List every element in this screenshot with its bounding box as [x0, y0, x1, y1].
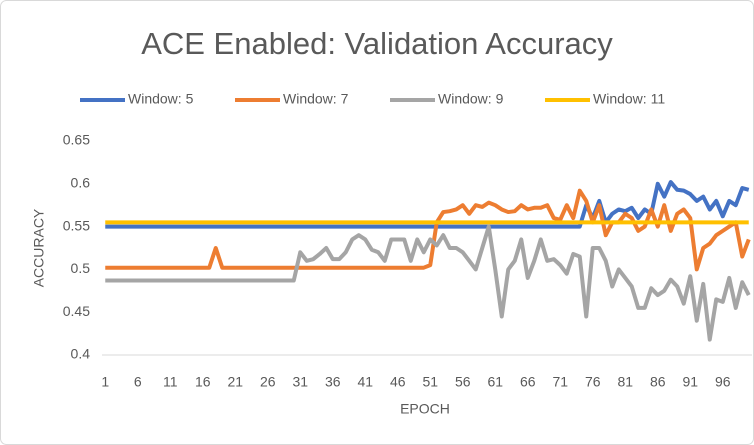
- series-line: [105, 188, 751, 272]
- x-tick-label: 31: [292, 374, 308, 390]
- x-tick-label: 66: [520, 374, 536, 390]
- legend-label: Window: 7: [283, 91, 349, 107]
- series-line: [105, 224, 751, 342]
- y-tick-label: 0.5: [71, 260, 91, 276]
- x-tick-label: 86: [650, 374, 666, 390]
- x-tick-label: 36: [325, 374, 341, 390]
- legend-label: Window: 9: [438, 91, 504, 107]
- series-line: [105, 180, 750, 229]
- y-tick-label: 0.45: [63, 303, 90, 319]
- x-tick-label: 1: [101, 374, 109, 390]
- y-tick-label: 0.6: [71, 175, 91, 191]
- x-tick-label: 61: [487, 374, 503, 390]
- x-tick-label: 81: [617, 374, 633, 390]
- y-tick-label: 0.55: [63, 217, 90, 233]
- x-tick-label: 91: [682, 374, 698, 390]
- x-tick-label: 96: [715, 374, 731, 390]
- x-tick-label: 41: [357, 374, 373, 390]
- legend-label: Window: 5: [128, 91, 194, 107]
- legend-label: Window: 11: [593, 91, 665, 107]
- x-tick-label: 21: [227, 374, 243, 390]
- x-tick-label: 11: [163, 374, 178, 390]
- x-tick-label: 71: [552, 374, 568, 390]
- x-axis-label: EPOCH: [400, 401, 450, 417]
- x-tick-label: 26: [260, 374, 276, 390]
- x-tick-label: 76: [585, 374, 601, 390]
- x-tick-label: 56: [455, 374, 471, 390]
- x-tick-label: 46: [390, 374, 406, 390]
- x-tick-label: 16: [195, 374, 211, 390]
- y-tick-label: 0.65: [63, 132, 90, 148]
- x-tick-label: 51: [422, 374, 438, 390]
- chart-title: ACE Enabled: Validation Accuracy: [141, 26, 613, 61]
- x-tick-label: 6: [134, 374, 142, 390]
- y-axis-label: ACCURACY: [31, 208, 47, 287]
- y-tick-label: 0.4: [71, 346, 91, 362]
